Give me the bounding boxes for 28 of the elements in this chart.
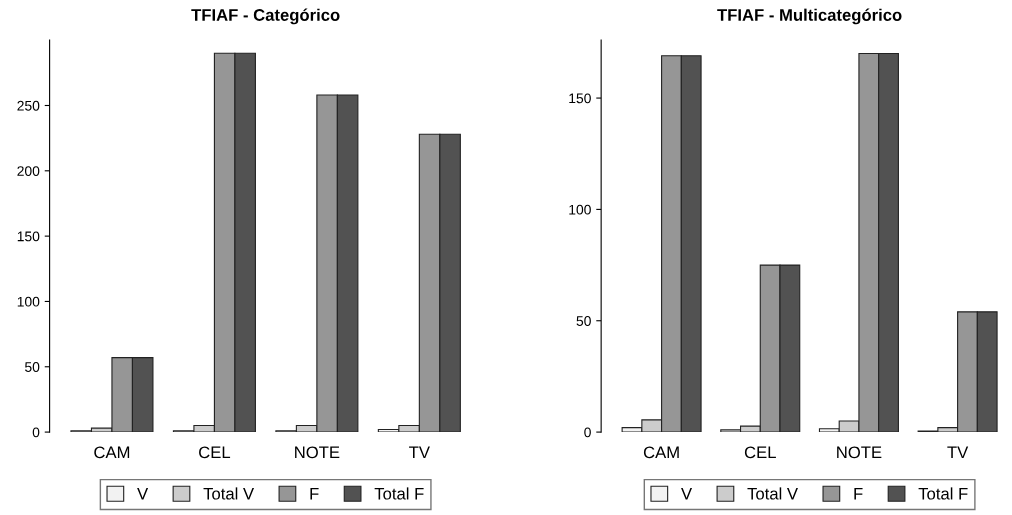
legend-label: Total V <box>203 487 255 500</box>
y-tick-label: 0 <box>584 427 591 438</box>
x-tick-label: NOTE <box>295 446 340 459</box>
x-tick-label: TV <box>947 446 969 459</box>
chart-title: TFIAF - Multicategórico <box>717 8 902 25</box>
legend-label: V <box>137 487 149 500</box>
x-tick-label: TV <box>409 446 430 459</box>
y-tick-label: 100 <box>17 296 40 307</box>
x-tick-label: CEL <box>744 446 776 459</box>
y-tick-label: 50 <box>576 316 591 326</box>
y-tick-label: 150 <box>569 93 591 104</box>
y-tick-label: 100 <box>569 204 591 215</box>
x-tick-label: CAM <box>94 446 130 459</box>
legend-label: V <box>681 487 693 500</box>
y-tick-label: 150 <box>17 231 40 242</box>
x-tick-label: CEL <box>199 446 231 459</box>
y-tick-label: 50 <box>25 362 40 372</box>
chart-title: TFIAF - Categórico <box>191 8 340 25</box>
legend-label: Total F <box>918 487 968 500</box>
x-tick-label: NOTE <box>837 446 882 459</box>
y-tick-label: 250 <box>17 100 40 111</box>
legend-label: Total F <box>374 487 424 500</box>
y-tick-label: 0 <box>32 427 40 438</box>
legend-label: F <box>310 487 319 500</box>
x-tick-label: CAM <box>643 446 679 459</box>
legend-label: F <box>854 487 863 500</box>
legend-label: Total V <box>747 487 798 500</box>
y-tick-label: 200 <box>17 166 40 176</box>
